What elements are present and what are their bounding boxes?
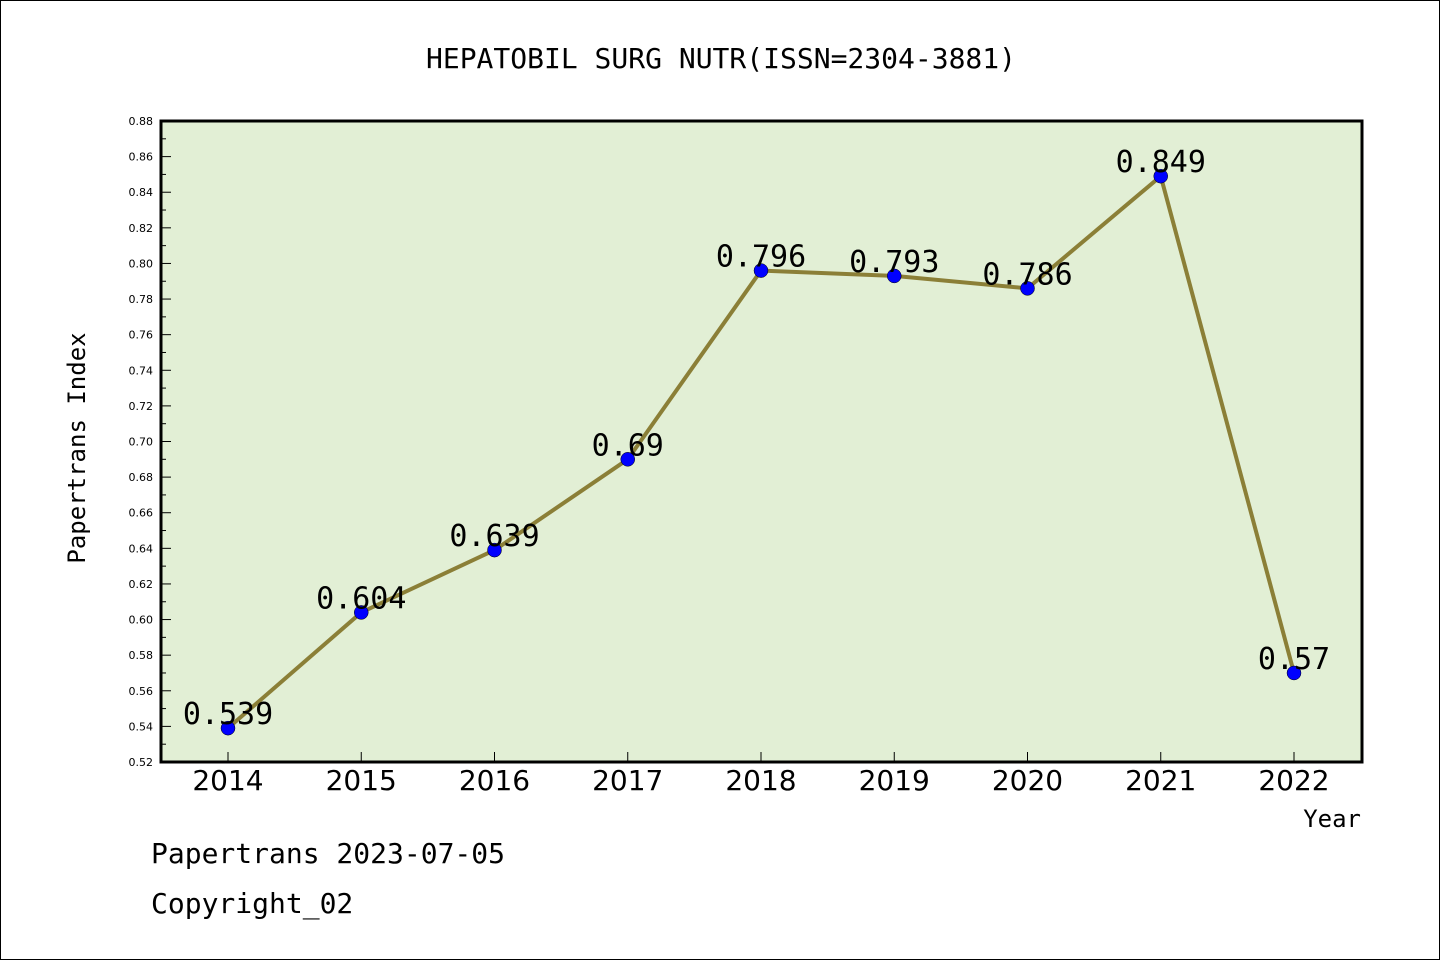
y-tick-label: 0.54: [129, 720, 154, 733]
footer-copyright: Copyright_02: [151, 887, 354, 920]
x-tick-label: 2018: [725, 764, 796, 797]
y-tick-label: 0.62: [129, 578, 154, 591]
y-tick-label: 0.76: [129, 329, 154, 342]
data-point: [354, 605, 369, 620]
series-markers: [220, 168, 1302, 736]
footer-date: Papertrans 2023-07-05: [151, 837, 506, 870]
y-tick-label: 0.74: [129, 364, 154, 377]
data-point: [887, 268, 902, 284]
y-tick-label: 0.86: [129, 151, 154, 164]
y-tick-label: 0.70: [129, 436, 154, 449]
y-axis-label: Papertrans Index: [63, 332, 91, 563]
x-tick-label: 2015: [326, 764, 397, 797]
y-tick-label: 0.64: [129, 542, 154, 555]
y-tick-label: 0.68: [129, 471, 154, 484]
y-tick-label: 0.82: [129, 222, 154, 235]
data-label: 0.793: [849, 245, 939, 280]
chart-title: HEPATOBIL SURG NUTR(ISSN=2304-3881): [426, 42, 1016, 75]
x-tick-label: 2014: [192, 764, 263, 797]
plot-area: [159, 119, 1364, 764]
data-point: [620, 452, 635, 467]
x-tick-label: 2020: [992, 764, 1063, 797]
x-tick-label: 2017: [592, 764, 663, 797]
data-label: 0.57: [1258, 642, 1330, 677]
y-tick-label: 0.78: [129, 293, 154, 306]
x-tick-label: 2016: [459, 764, 530, 797]
data-label: 0.796: [716, 240, 806, 275]
data-label: 0.849: [1116, 145, 1206, 180]
y-tick-label: 0.84: [129, 186, 154, 199]
data-point: [1020, 281, 1035, 296]
y-tick-label: 0.58: [129, 649, 154, 662]
y-tick-label: 0.72: [129, 400, 154, 413]
data-label: 0.786: [982, 257, 1072, 292]
y-tick-label: 0.60: [129, 614, 154, 627]
y-tick-label: 0.80: [129, 257, 154, 270]
data-label: 0.604: [316, 581, 406, 616]
x-tick-label: 2019: [859, 764, 930, 797]
data-point: [487, 542, 502, 558]
y-tick-label: 0.56: [129, 685, 154, 698]
y-tick-label: 0.66: [129, 507, 154, 520]
data-point: [1286, 665, 1302, 681]
x-tick-label: 2022: [1258, 764, 1329, 797]
data-labels: 0.539 0.604 0.639 0.69 0.796 0.793 0.786 0.849 0…: [183, 145, 1330, 732]
data-point: [1153, 168, 1168, 184]
y-tick-label: 0.52: [129, 756, 154, 769]
y-tick-label: 0.88: [129, 115, 154, 128]
data-label: 0.69: [592, 428, 664, 463]
data-point: [753, 263, 769, 278]
data-label: 0.639: [449, 519, 539, 554]
y-axis: 0.52 0.54 0.56 0.58 0.60 0.62 0.64 0.66 0.68 0.70…: [129, 115, 171, 769]
x-axis-label: Year: [1303, 805, 1361, 833]
x-tick-label: 2021: [1125, 764, 1196, 797]
x-axis: 2014 2015 2016 2017 2018 2019 2020 2021 2022: [192, 752, 1330, 797]
data-label: 0.539: [183, 697, 273, 732]
data-point: [220, 720, 236, 736]
